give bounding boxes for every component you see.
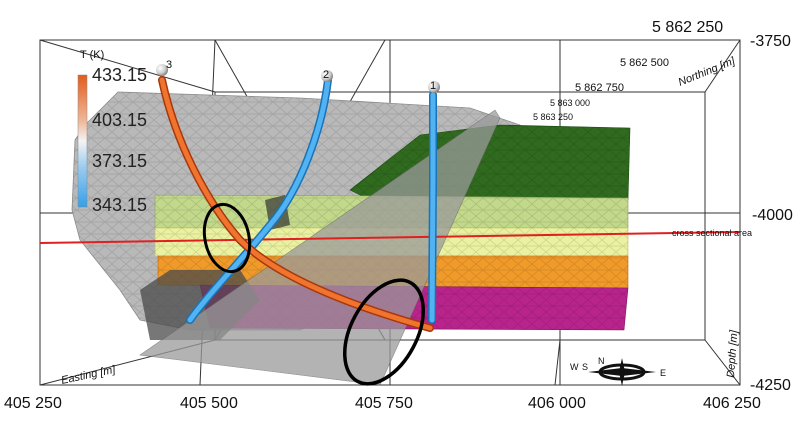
northing-tick-5: 5 863 250 xyxy=(533,112,573,122)
northing-tick-2: 5 862 500 xyxy=(620,57,669,69)
annotation-label: cross sectional area xyxy=(672,228,752,238)
legend-tick-4: 343.15 xyxy=(92,195,147,215)
easting-tick-5: 406 250 xyxy=(703,395,761,412)
compass-icon: W E N S xyxy=(570,356,666,386)
compass-east: E xyxy=(660,368,666,378)
compass-north: N xyxy=(598,356,605,366)
compass-south: S xyxy=(582,362,588,372)
depth-tick-2: -4000 xyxy=(752,207,793,224)
northing-axis: 5 862 250 5 862 500 5 862 750 5 863 000 … xyxy=(533,19,738,122)
intersection-ring-lower xyxy=(343,278,425,386)
compass-west: W xyxy=(570,362,579,372)
easting-tick-2: 405 500 xyxy=(180,395,238,412)
legend-title: T (K) xyxy=(80,49,104,61)
well-label-1: 1 xyxy=(430,80,436,92)
northing-tick-1: 5 862 250 xyxy=(652,19,723,36)
intersection-ring-upper xyxy=(202,202,252,274)
legend-tick-1: 433.15 xyxy=(92,65,147,85)
wellhead-2 xyxy=(321,70,333,82)
well-1 xyxy=(428,91,437,324)
wellhead-1 xyxy=(428,81,440,93)
depth-title: Depth [m] xyxy=(725,329,740,378)
well-label-3: 3 xyxy=(166,59,172,71)
well-3 xyxy=(158,76,434,332)
legend-tick-2: 403.15 xyxy=(92,110,147,130)
depth-tick-1: -3750 xyxy=(750,33,791,50)
depth-tick-3: -4250 xyxy=(750,377,791,394)
cross-section-plane xyxy=(139,109,501,386)
northing-title: Northing [m] xyxy=(677,55,738,89)
well-label-2: 2 xyxy=(323,69,329,81)
wellhead-3 xyxy=(156,64,168,76)
cross-section-line xyxy=(39,231,741,244)
northing-tick-3: 5 862 750 xyxy=(575,82,624,94)
well-2 xyxy=(186,76,332,324)
easting-tick-1: 405 250 xyxy=(4,395,62,412)
easting-tick-4: 406 000 xyxy=(528,395,586,412)
northing-tick-4: 5 863 000 xyxy=(550,98,590,108)
easting-title: Easting [m] xyxy=(60,364,117,387)
legend-tick-3: 373.15 xyxy=(92,151,147,171)
legend-colorbar xyxy=(77,74,88,208)
easting-tick-3: 405 750 xyxy=(355,395,413,412)
temperature-legend: T (K) 433.15 403.15 373.15 343.15 xyxy=(77,49,147,215)
depth-axis: -3750 -4000 -4250 Depth [m] xyxy=(725,33,793,394)
